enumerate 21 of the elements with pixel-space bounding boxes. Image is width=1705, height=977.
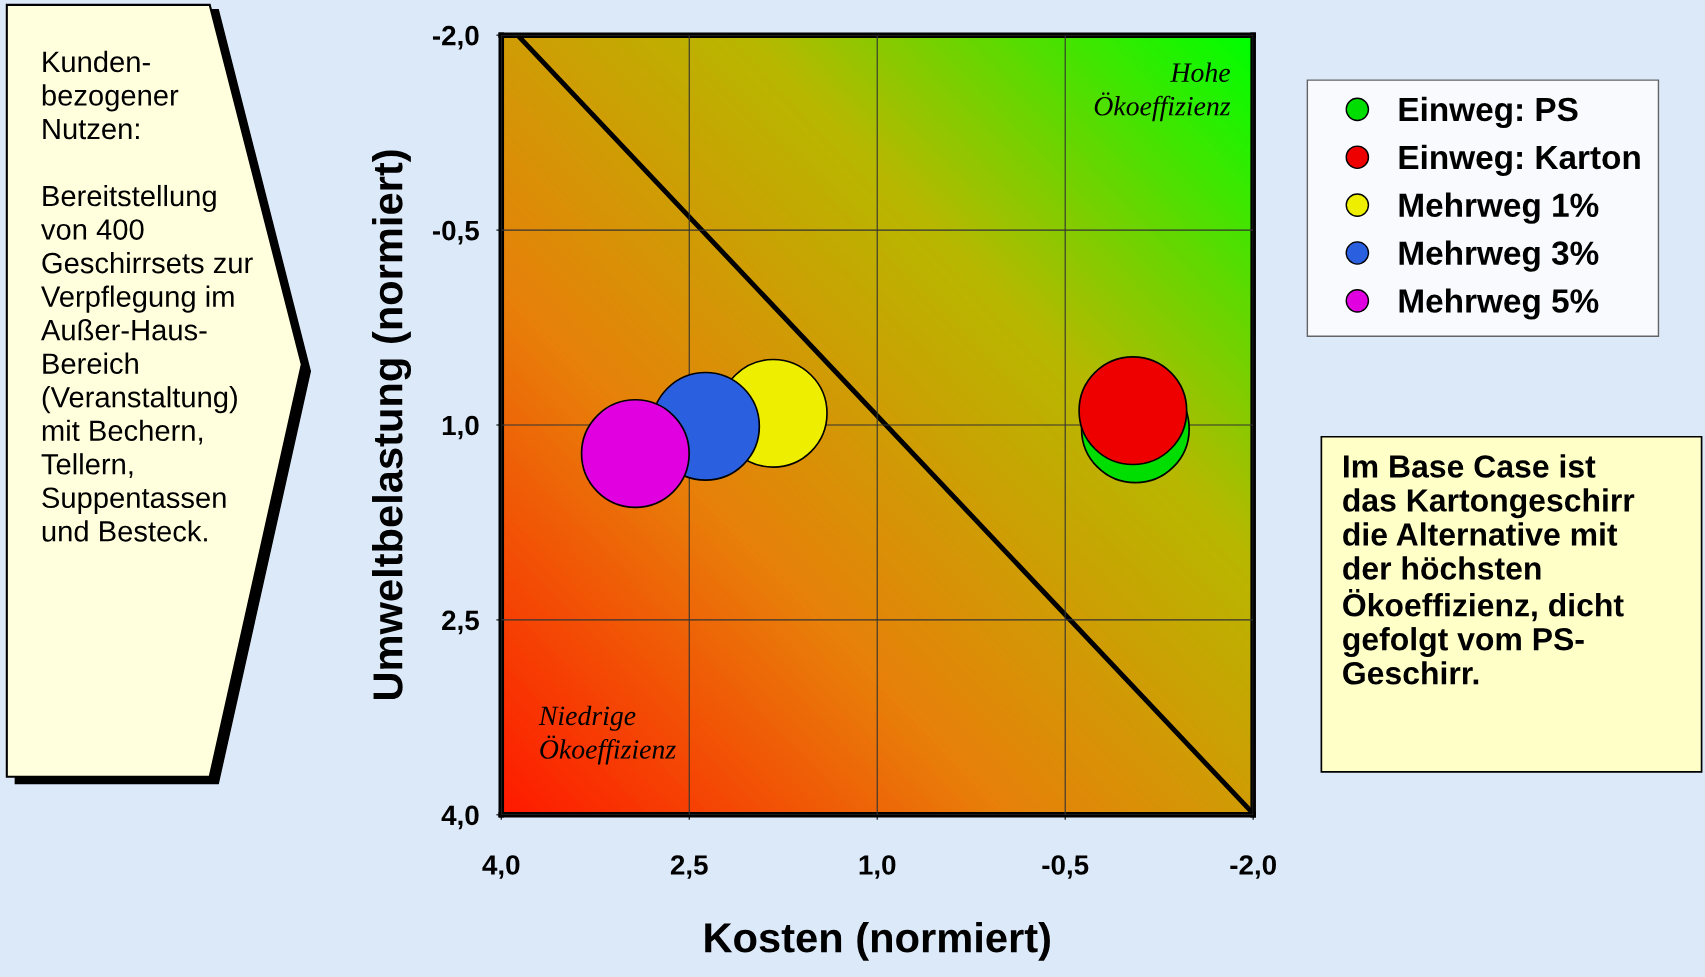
x-tick-label: -2,0 [1230, 855, 1276, 879]
x-tick-label: 4,0 [482, 855, 520, 879]
legend-label: Mehrweg 1% [1399, 192, 1599, 224]
y-tick-label: -2,0 [432, 25, 479, 50]
x-tick-label: -0,5 [1042, 855, 1089, 879]
y-tick-label: 1,0 [442, 415, 479, 440]
text: Kunden- bezogener Nutzen: Bereitstellung von 400 Geschirrsets zur Verpflegung im Außer-Haus- Bereich (Veranstaltung) mit Bechern, Tellern, Suppentassen und Besteck. [40, 50, 253, 542]
legend-label: Einweg: PS [1399, 96, 1578, 129]
y-axis-title: Umweltbelastung (normiert) [372, 150, 412, 700]
annotation: Hohe Ökoeffizienz [1094, 62, 1231, 122]
y-tick-label: -0,5 [432, 220, 479, 245]
y-tick-label: 2,5 [442, 610, 479, 635]
y-tick-label: 4,0 [441, 805, 479, 830]
annotation: Niedrige Ökoeffizienz [538, 705, 676, 765]
x-axis-title: Kosten (normiert) [705, 921, 1050, 961]
legend-label: Einweg: Karton [1399, 144, 1640, 176]
legend-label: Mehrweg 3% [1399, 240, 1599, 272]
x-tick-label: 2,5 [670, 855, 708, 879]
x-tick-label: 1,0 [859, 855, 896, 879]
legend-label: Mehrweg 5% [1399, 288, 1599, 320]
text: Im Base Case ist das Kartongeschirr die Alternative mit der höchsten Ökoeffizienz, dicht gefolgt vom PS- Geschirr. [1343, 454, 1635, 685]
